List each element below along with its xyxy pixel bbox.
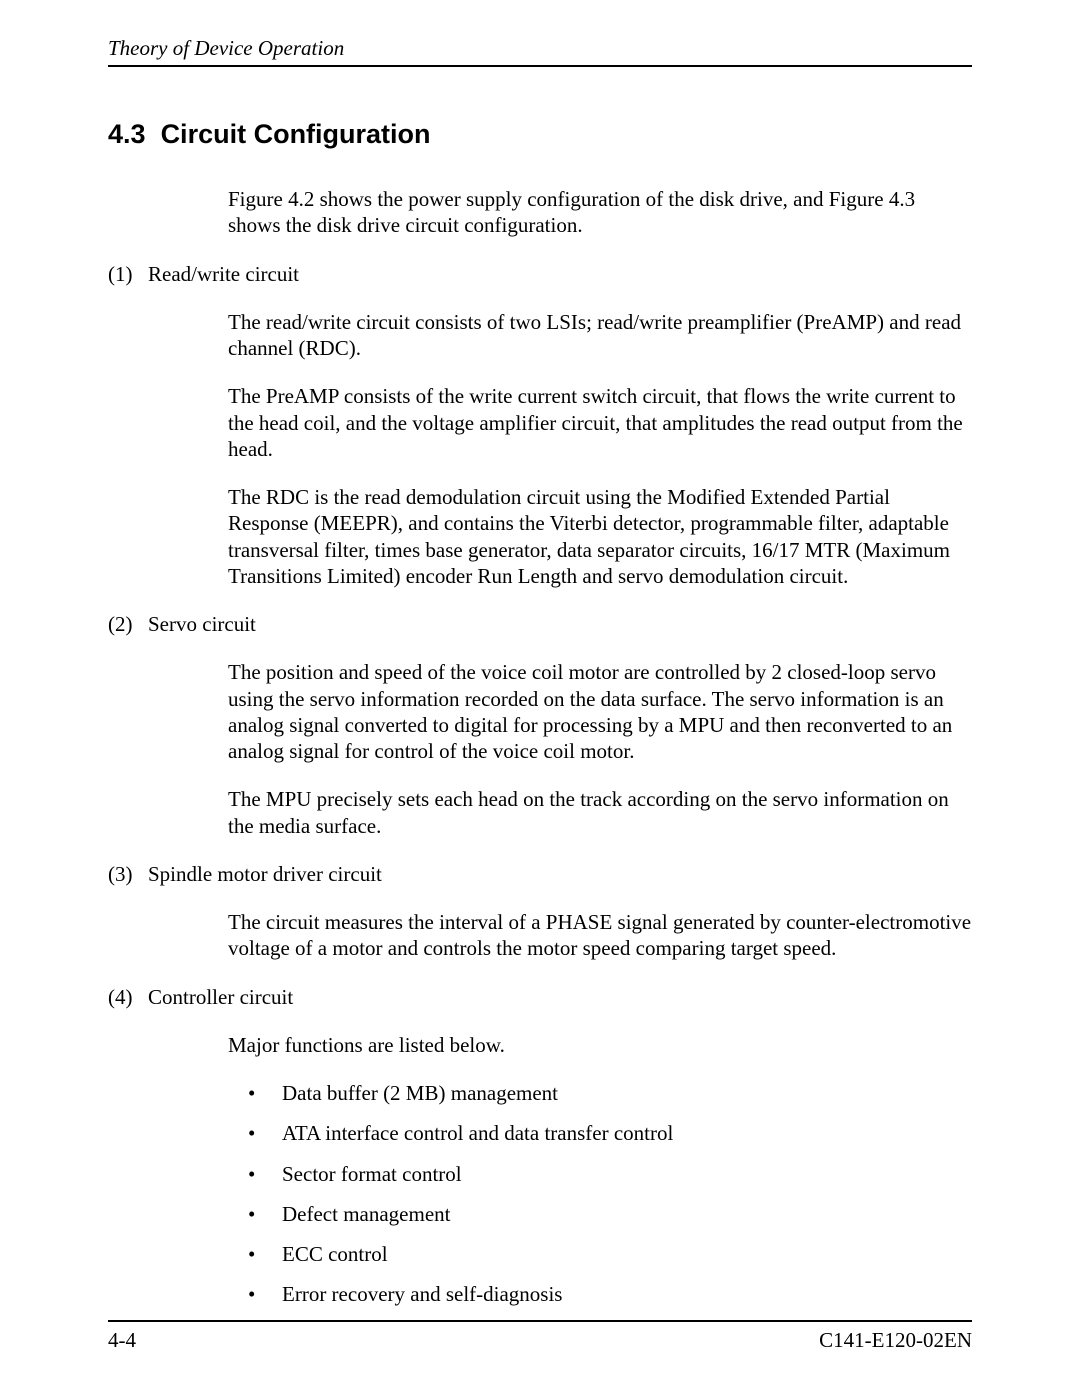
subsection-title: Read/write circuit [148,261,299,287]
paragraph: The MPU precisely sets each head on the … [228,786,972,839]
section-number: 4.3 [108,119,146,149]
list-item: Error recovery and self-diagnosis [248,1281,972,1307]
subsection-heading: (4) Controller circuit [108,984,972,1010]
page-number: 4-4 [108,1328,136,1353]
subsection-heading: (1) Read/write circuit [108,261,972,287]
subsection-heading: (3) Spindle motor driver circuit [108,861,972,887]
paragraph: The read/write circuit consists of two L… [228,309,972,362]
subsection-title: Servo circuit [148,611,256,637]
list-item: Defect management [248,1201,972,1227]
section-title: 4.3 Circuit Configuration [108,119,972,150]
bullet-list: Data buffer (2 MB) management ATA interf… [248,1080,972,1308]
paragraph: Major functions are listed below. [228,1032,972,1058]
list-item: ATA interface control and data transfer … [248,1120,972,1146]
paragraph: The PreAMP consists of the write current… [228,383,972,462]
subsection-number: (3) [108,861,148,887]
list-item: Data buffer (2 MB) management [248,1080,972,1106]
section-intro: Figure 4.2 shows the power supply config… [228,186,972,239]
subsection-title: Spindle motor driver circuit [148,861,382,887]
page: Theory of Device Operation 4.3 Circuit C… [0,0,1080,1397]
page-footer: 4-4 C141-E120-02EN [108,1320,972,1353]
list-item: Sector format control [248,1161,972,1187]
subsection-heading: (2) Servo circuit [108,611,972,637]
list-item: ECC control [248,1241,972,1267]
document-id: C141-E120-02EN [819,1328,972,1353]
paragraph: The position and speed of the voice coil… [228,659,972,764]
paragraph: The RDC is the read demodulation circuit… [228,484,972,589]
header-title: Theory of Device Operation [108,36,344,60]
paragraph: The circuit measures the interval of a P… [228,909,972,962]
section-heading: Circuit Configuration [161,119,431,149]
subsection-number: (2) [108,611,148,637]
subsection-number: (4) [108,984,148,1010]
subsection-number: (1) [108,261,148,287]
subsection-title: Controller circuit [148,984,293,1010]
page-header: Theory of Device Operation [108,36,972,67]
